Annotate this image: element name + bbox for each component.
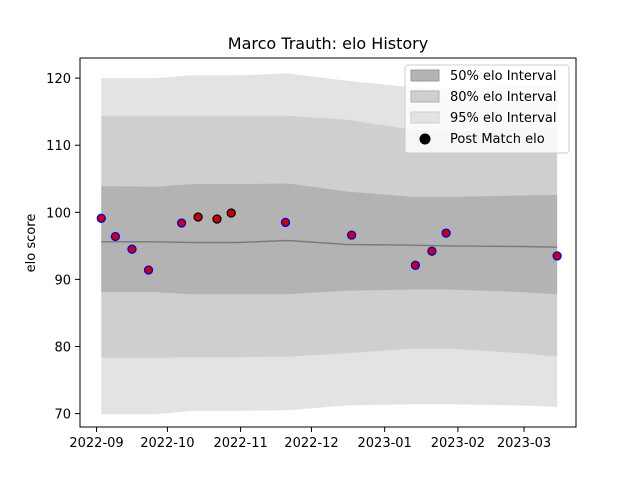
legend-frame xyxy=(404,64,570,154)
y-tick-label: 110 xyxy=(46,139,71,154)
legend-swatch-band95 xyxy=(410,111,440,124)
post-match-elo-point xyxy=(127,244,137,254)
post-match-elo-point xyxy=(110,231,121,242)
x-tick-label: 2022-12 xyxy=(284,436,338,451)
post-match-elo-point xyxy=(176,218,187,228)
legend-label-points: Post Match elo xyxy=(450,132,545,147)
interval-band-50 xyxy=(101,183,558,295)
y-axis-label: elo score xyxy=(24,214,39,273)
mean-elo-line xyxy=(101,239,558,248)
legend-swatch-band50 xyxy=(410,69,440,82)
post-match-elo-point xyxy=(346,230,357,240)
post-match-elo-point xyxy=(143,265,154,275)
x-tick-label: 2023-01 xyxy=(358,436,412,451)
y-tick-label: 100 xyxy=(46,206,71,221)
post-match-elo-point xyxy=(96,213,106,223)
y-tick-label: 120 xyxy=(46,72,71,87)
post-match-elo-point xyxy=(410,260,421,270)
legend-label-band80: 80% elo Interval xyxy=(450,90,557,105)
post-match-elo-point xyxy=(441,228,451,238)
plot-area xyxy=(96,73,562,415)
legend-swatch-band80 xyxy=(410,90,440,103)
post-match-elo-point xyxy=(280,217,291,228)
y-tick-label: 90 xyxy=(54,273,71,288)
post-match-points xyxy=(96,208,562,275)
post-match-elo-point xyxy=(226,208,236,218)
post-match-elo-point xyxy=(552,251,562,261)
x-tick-label: 2023-02 xyxy=(431,436,485,451)
x-tick-label: 2022-09 xyxy=(69,436,123,451)
legend-label-band50: 50% elo Interval xyxy=(450,69,557,84)
legend-label-band95: 95% elo Interval xyxy=(450,111,557,126)
x-axis: 2022-09 2022-10 2022-11 2022-12 2023-01 2023-… xyxy=(69,427,551,451)
plot-frame xyxy=(79,57,577,428)
x-tick-label: 2022-11 xyxy=(213,436,267,451)
y-tick-label: 70 xyxy=(54,408,71,423)
x-tick-label: 2022-10 xyxy=(140,436,194,451)
post-match-elo-point xyxy=(193,212,203,222)
legend-marker-points xyxy=(419,133,431,145)
x-tick-label: 2023-03 xyxy=(497,436,551,451)
post-match-elo-point xyxy=(427,246,437,256)
legend: 50% elo Interval 80% elo Interval 95% el… xyxy=(404,64,570,154)
y-axis: 70 80 90 100 110 120 xyxy=(46,72,80,423)
chart-title: Marco Trauth: elo History xyxy=(228,34,428,53)
y-tick-label: 80 xyxy=(54,340,71,355)
post-match-elo-point xyxy=(212,214,222,224)
